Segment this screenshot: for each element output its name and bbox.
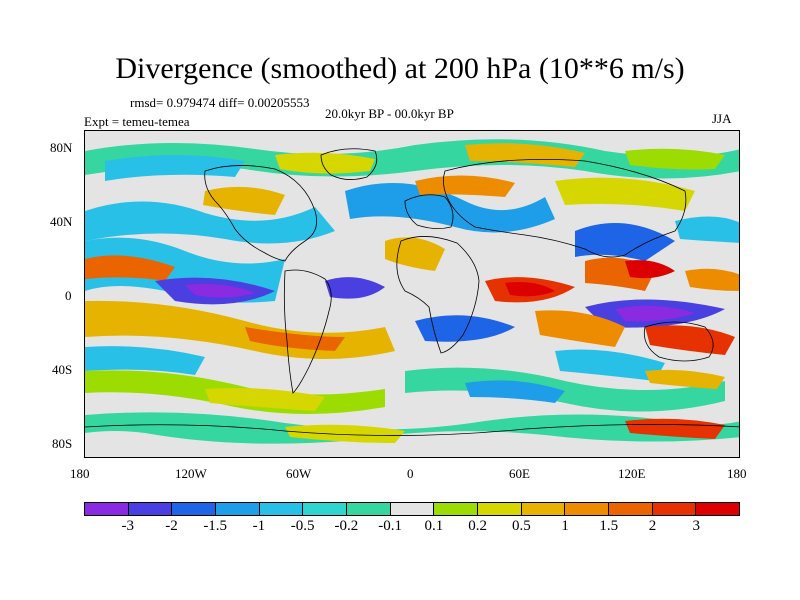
colorbar-label: -1.5 (203, 518, 228, 534)
colorbar-swatch (390, 503, 435, 515)
lat-tick-40s: 40S (52, 362, 73, 377)
lat-tick-eq: 0 (65, 288, 72, 303)
colorbar-swatch (565, 503, 610, 515)
colorbar-label: 2 (648, 518, 657, 534)
colorbar-label: 1 (561, 518, 569, 534)
colorbar-swatch (434, 503, 479, 515)
colorbar-swatch (696, 503, 740, 515)
colorbar-swatch (478, 503, 522, 515)
stats-text: rmsd= 0.979474 diff= 0.00205553 (130, 95, 310, 110)
lat-tick-40n: 40N (50, 214, 73, 229)
colorbar-label: -0.1 (378, 518, 402, 534)
colorbar-label: -0.2 (334, 518, 359, 534)
colorbar-swatch (347, 503, 391, 515)
colorbar-swatch (609, 503, 653, 515)
plot-title: Divergence (smoothed) at 200 hPa (10**6 … (115, 52, 685, 85)
map-field (85, 131, 739, 457)
lon-tick-0: 0 (407, 466, 414, 481)
lon-tick-120e: 120E (618, 466, 646, 481)
colorbar-swatch (303, 503, 348, 515)
colorbar-label: 3 (692, 518, 701, 534)
colorbar-swatch (128, 503, 173, 515)
season-label: JJA (712, 111, 732, 126)
colorbar-swatch (652, 503, 697, 515)
experiment-label: Expt = temeu-temea (84, 114, 190, 129)
colorbar-swatch (259, 503, 304, 515)
colorbar-label: -0.5 (290, 518, 315, 534)
lon-tick-60e: 60E (509, 466, 530, 481)
colorbar-label: -1 (252, 518, 266, 534)
lon-tick-120w: 120W (175, 466, 207, 481)
colorbar-label: 1.5 (599, 518, 619, 534)
colorbar-swatch (216, 503, 260, 515)
colorbar-label: -2 (165, 518, 178, 534)
colorbar-label: 0.5 (511, 518, 531, 534)
lat-tick-80n: 80N (50, 140, 73, 155)
lon-tick-180w: 180 (70, 466, 90, 481)
colorbar (84, 502, 740, 516)
lon-tick-60w: 60W (286, 466, 312, 481)
colorbar-swatch (521, 503, 566, 515)
colorbar-swatch (172, 503, 217, 515)
period-label: 20.0kyr BP - 00.0kyr BP (325, 106, 454, 121)
divergence-map (84, 130, 740, 458)
colorbar-swatch (85, 503, 129, 515)
lon-tick-180e: 180 (727, 466, 747, 481)
colorbar-label: 0.2 (468, 518, 487, 534)
colorbar-label: -3 (121, 518, 134, 534)
colorbar-label: 0.1 (424, 518, 444, 534)
lat-tick-80s: 80S (52, 436, 73, 451)
